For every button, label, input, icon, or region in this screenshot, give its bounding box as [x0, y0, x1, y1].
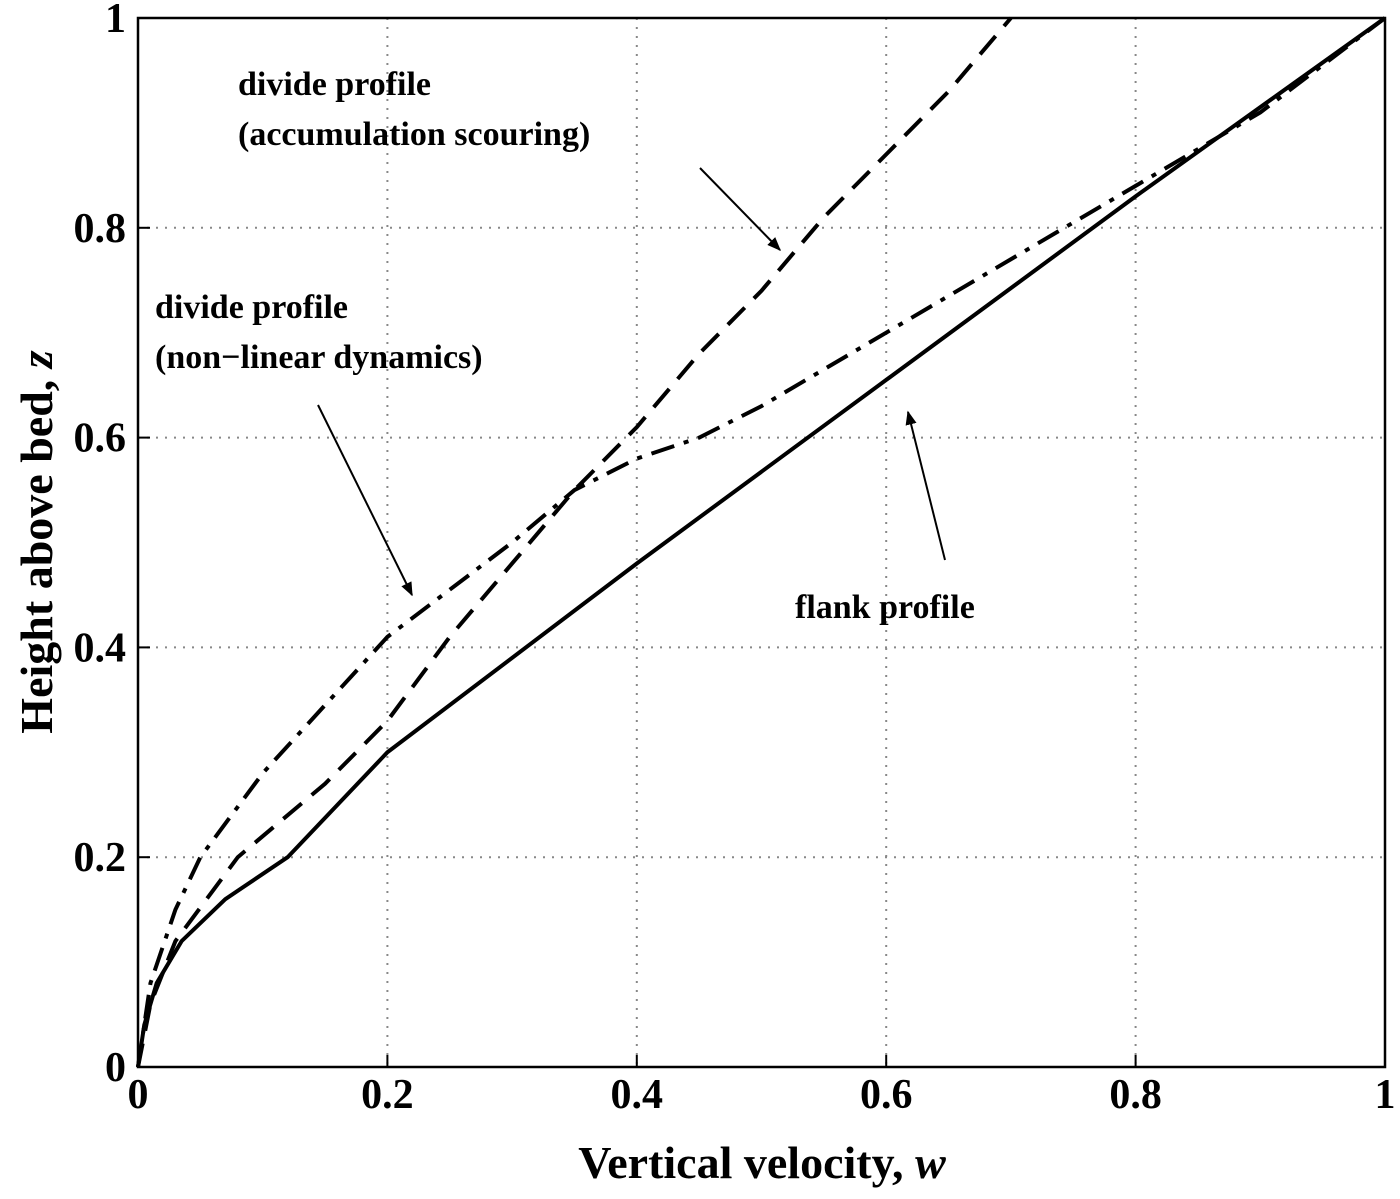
annotation: flank profile — [795, 589, 975, 626]
arrow — [317, 404, 413, 597]
annotation: (non−linear dynamics) — [155, 339, 483, 376]
y-label-var: z — [11, 350, 62, 370]
x-label-text: Vertical velocity, — [578, 1137, 915, 1188]
arrow — [905, 410, 946, 561]
ticks: 0 0.2 0.4 0.6 0.8 1 0 0.2 0.4 0.6 0.8 1 — [74, 0, 1396, 1118]
y-axis-label: Height above bed, z — [11, 350, 62, 733]
x-tick-label: 0.2 — [361, 1072, 414, 1118]
y-label-text: Height above bed, — [11, 368, 62, 733]
annotation: (accumulation scouring) — [238, 116, 590, 153]
annotation: divide profile — [155, 289, 348, 326]
series-line — [136, 16, 1387, 1068]
x-tick-label: 0.4 — [611, 1072, 664, 1118]
plot-frame — [136, 16, 1387, 1069]
grid — [137, 17, 1386, 1068]
x-label-var: w — [915, 1137, 946, 1188]
annotation: divide profile — [238, 66, 431, 103]
y-tick-label: 0.4 — [74, 625, 127, 671]
series-line — [136, 16, 1387, 1068]
y-tick-label: 0.8 — [74, 206, 127, 252]
x-tick-label: 0.8 — [1109, 1072, 1162, 1118]
y-tick-label: 1 — [105, 0, 126, 42]
x-axis-label: Vertical velocity, w — [578, 1137, 946, 1188]
x-tick-label: 1 — [1375, 1072, 1396, 1118]
series-line — [136, 16, 1013, 1068]
y-tick-label: 0.6 — [74, 416, 127, 462]
x-tick-label: 0 — [128, 1072, 149, 1118]
x-tick-label: 0.6 — [860, 1072, 913, 1118]
y-tick-label: 0 — [105, 1045, 126, 1091]
arrow — [699, 167, 781, 252]
lines — [136, 16, 1387, 1068]
y-tick-label: 0.2 — [74, 835, 127, 881]
